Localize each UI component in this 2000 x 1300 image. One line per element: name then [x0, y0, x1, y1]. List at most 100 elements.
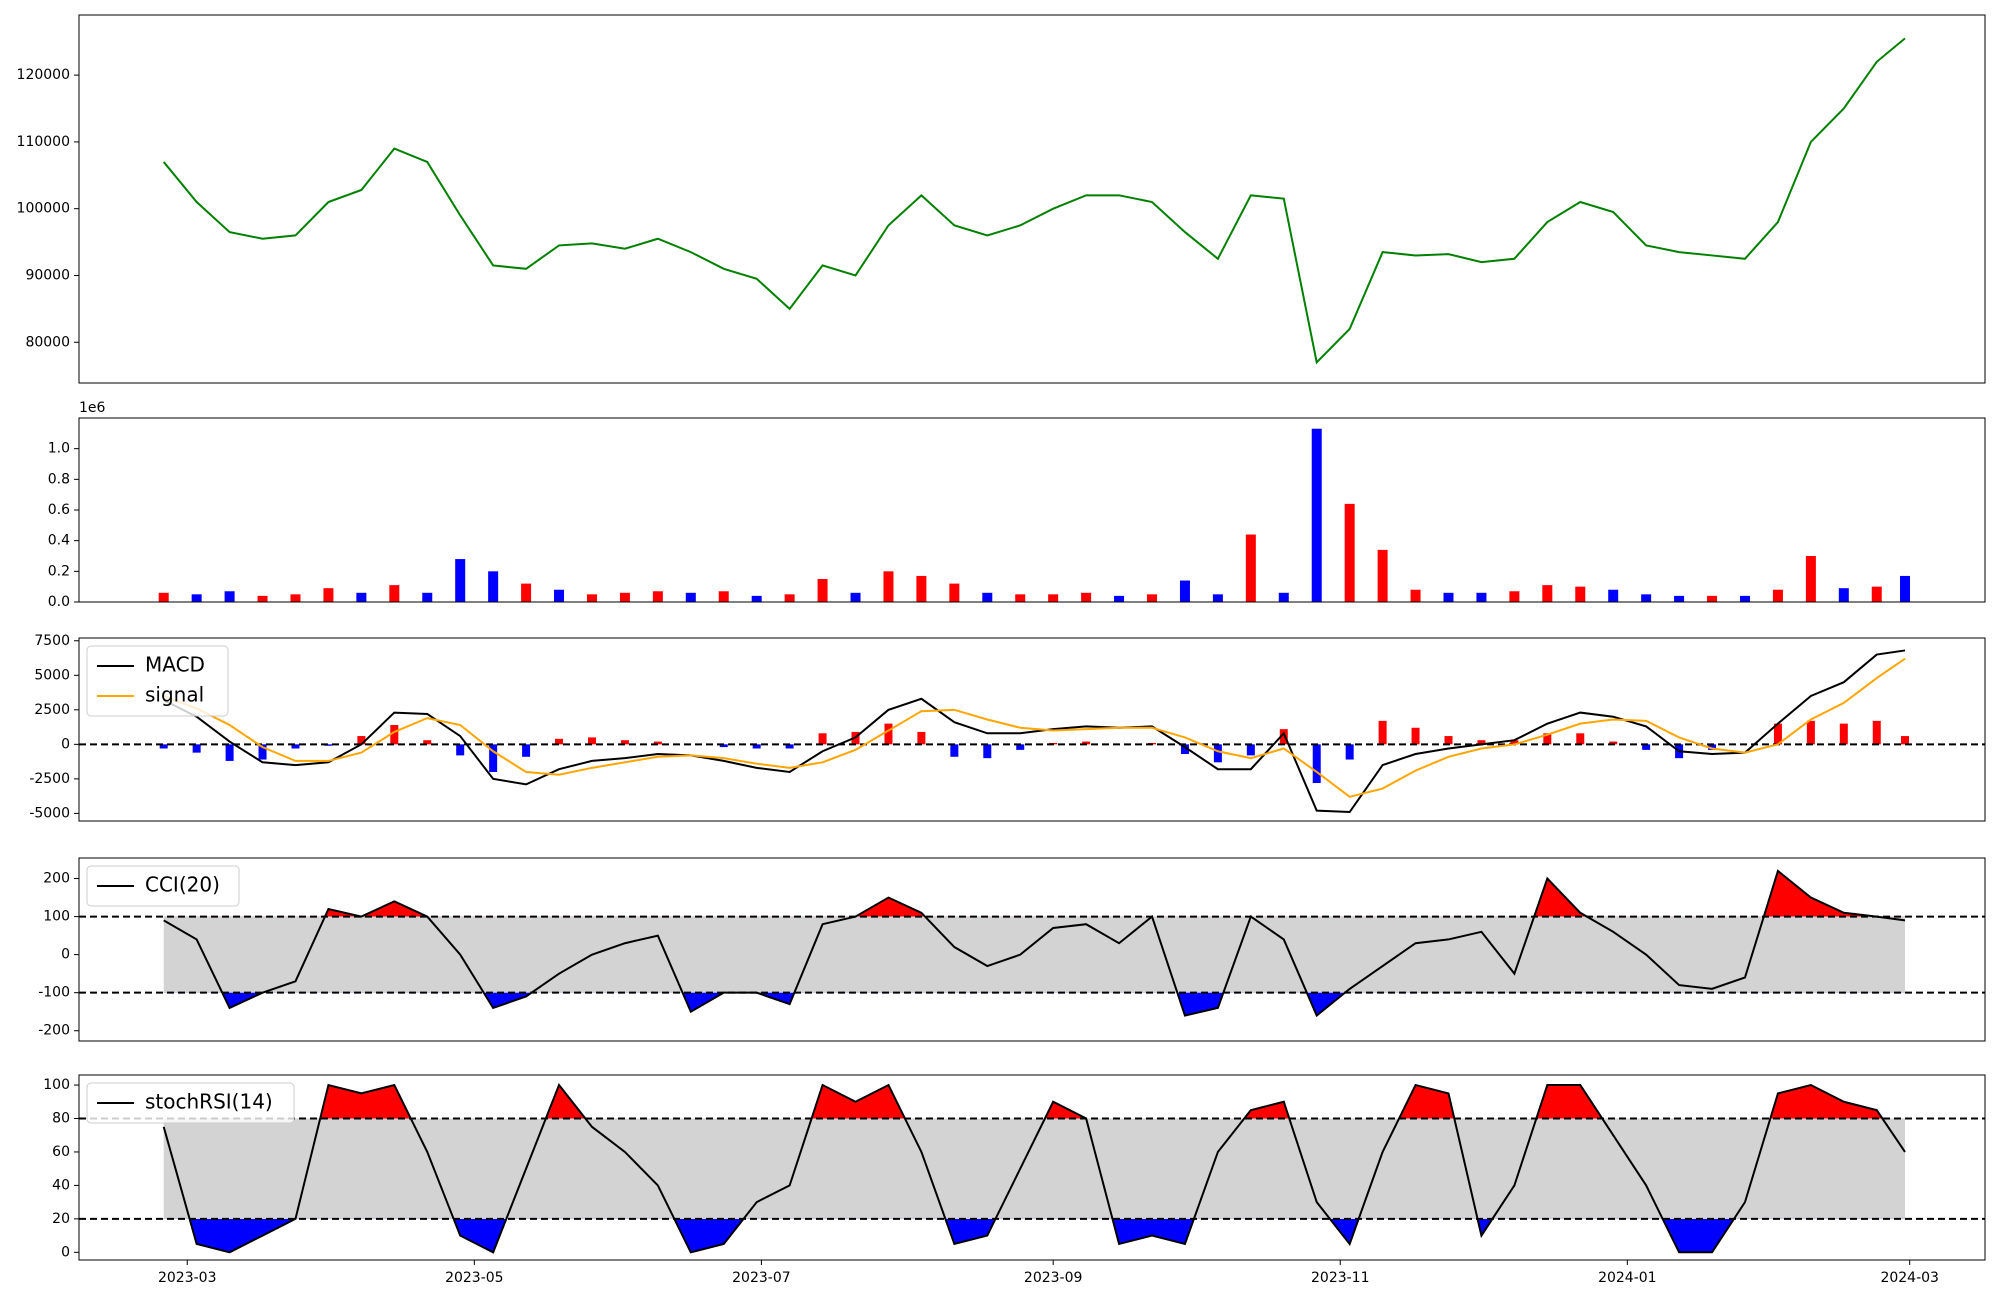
histogram-bar	[423, 740, 432, 745]
volume-bar	[1410, 589, 1421, 602]
histogram-bar	[818, 733, 827, 745]
series-line	[163, 649, 1906, 814]
volume-bar	[1641, 594, 1652, 602]
series-line	[163, 869, 1906, 1018]
histogram-bar	[950, 744, 959, 757]
histogram-bar	[1576, 733, 1585, 745]
volume-bar	[685, 592, 696, 602]
histogram-bar	[555, 738, 564, 745]
volume-bar	[619, 592, 630, 602]
histogram-bar	[719, 744, 728, 748]
y-tick-label: 100000	[17, 201, 70, 217]
histogram-bar	[917, 731, 926, 745]
legend-box	[86, 645, 229, 717]
histogram-bar	[1279, 729, 1288, 745]
volume-bar	[356, 592, 367, 602]
histogram-bar	[1477, 740, 1486, 745]
y-tick-label: 40	[52, 1177, 70, 1193]
volume-bar	[652, 591, 663, 602]
histogram-bar	[587, 737, 596, 745]
histogram-bar	[1082, 741, 1091, 745]
y-tick-label: 100	[43, 909, 70, 925]
series-line	[162, 37, 1906, 365]
volume-bar	[158, 592, 169, 602]
histogram-bar	[1609, 741, 1618, 745]
volume-bar	[850, 592, 861, 602]
y-tick-label: 0.8	[48, 471, 70, 487]
y-tick-label: 90000	[25, 267, 70, 283]
y-tick-label: 0.6	[48, 502, 70, 518]
volume-bar	[224, 591, 235, 602]
volume-bar	[1575, 586, 1586, 602]
y-tick-label: -2500	[29, 771, 70, 787]
axes-frame	[78, 857, 1986, 1042]
volume-bar	[1542, 585, 1553, 602]
volume-bar	[1212, 594, 1223, 602]
volume-bar	[290, 594, 301, 602]
volume-bar	[1899, 575, 1910, 602]
volume-bar	[1838, 588, 1849, 602]
axes-frame	[78, 417, 1986, 603]
histogram-bar	[1016, 744, 1025, 750]
y-tick-label: 7500	[34, 633, 70, 649]
x-tick-label: 2023-09	[1024, 1270, 1083, 1286]
histogram-bar	[1872, 720, 1881, 745]
histogram-bar	[1708, 744, 1717, 750]
legend-label: signal	[145, 683, 204, 707]
histogram-bar	[159, 744, 168, 749]
axes-frame	[78, 14, 1986, 384]
volume-bar	[1805, 556, 1816, 602]
volume-bar	[455, 559, 466, 602]
histogram-bar	[1839, 723, 1848, 745]
volume-bar	[1443, 592, 1454, 602]
volume-bar	[784, 594, 795, 602]
y-tick-label: 200	[43, 871, 70, 887]
volume-bar	[1772, 589, 1783, 602]
histogram-bar	[785, 744, 794, 749]
volume-bar	[1114, 595, 1125, 602]
series-line	[163, 657, 1906, 798]
legend-label: MACD	[145, 653, 205, 677]
volume-bar	[488, 571, 499, 602]
volume-bar	[1081, 592, 1092, 602]
histogram-bar	[1246, 744, 1255, 756]
histogram-bar	[1411, 727, 1420, 745]
volume-bar	[1311, 428, 1322, 602]
volume-bar	[949, 583, 960, 602]
y-tick-label: 110000	[17, 134, 70, 150]
histogram-bar	[192, 744, 201, 753]
y-tick-label: 5000	[34, 667, 70, 683]
histogram-bar	[1378, 720, 1387, 745]
y-tick-label: 100	[43, 1077, 70, 1093]
histogram-bar	[390, 725, 399, 745]
volume-bar	[817, 579, 828, 602]
x-tick-label: 2023-07	[732, 1270, 791, 1286]
y-tick-label: 60	[52, 1144, 70, 1160]
volume-bar	[1476, 592, 1487, 602]
histogram-bar	[983, 744, 992, 759]
volume-bar	[586, 594, 597, 602]
y-tick-label: 0	[61, 736, 70, 752]
volume-bar	[257, 595, 268, 602]
volume-bar	[1278, 592, 1289, 602]
axes-frame	[78, 637, 1986, 822]
series-line	[162, 1083, 1906, 1254]
y-tick-label: 80000	[25, 334, 70, 350]
legend-box	[86, 865, 240, 907]
y-tick-label: 120000	[17, 67, 70, 83]
volume-bar	[389, 585, 400, 602]
histogram-bar	[884, 723, 893, 745]
axes-frame	[78, 1074, 1986, 1261]
volume-bar	[1344, 503, 1355, 602]
histogram-bar	[1543, 733, 1552, 745]
offset-label: 1e6	[79, 400, 106, 416]
histogram-bar	[1642, 744, 1651, 750]
histogram-bar	[522, 744, 531, 757]
volume-bar	[1871, 586, 1882, 602]
volume-bar	[1147, 594, 1158, 602]
legend-box	[86, 1082, 295, 1124]
neutral-band	[163, 1118, 1905, 1219]
volume-bar	[751, 595, 762, 602]
histogram-bar	[456, 744, 465, 756]
